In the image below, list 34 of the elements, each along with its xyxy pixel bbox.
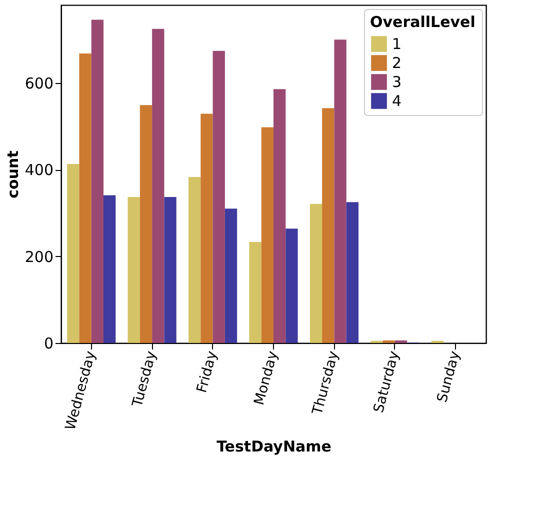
x-axis-title: TestDayName (216, 438, 332, 456)
bar (152, 28, 164, 343)
y-tick-label: 200 (24, 248, 54, 266)
y-tick-label: 0 (44, 334, 54, 352)
legend-label: 3 (392, 73, 402, 91)
bar (286, 228, 298, 343)
bar (346, 202, 358, 343)
legend-label: 2 (392, 54, 402, 72)
bar (104, 195, 116, 343)
bar (67, 164, 80, 343)
bar (91, 20, 104, 343)
bar (310, 204, 322, 343)
x-tick-label: Friday (194, 349, 221, 395)
bar (382, 340, 395, 343)
bar (224, 208, 238, 343)
bar (249, 242, 262, 343)
bar (188, 177, 201, 343)
y-tick-label: 600 (24, 74, 54, 92)
bar (79, 54, 92, 343)
y-tick-label: 400 (24, 161, 54, 180)
bar (212, 50, 225, 343)
bar (274, 89, 286, 343)
bar (164, 196, 176, 343)
bar (334, 40, 346, 343)
bar (128, 196, 140, 343)
legend-label: 4 (392, 92, 402, 110)
bar (322, 108, 334, 343)
bar (261, 127, 274, 343)
legend-label: 1 (392, 35, 402, 53)
y-axis-title: count (4, 150, 22, 198)
bar (140, 105, 152, 343)
bar (200, 114, 213, 343)
legend-title: OverallLevel (370, 13, 476, 31)
bar (394, 340, 408, 343)
